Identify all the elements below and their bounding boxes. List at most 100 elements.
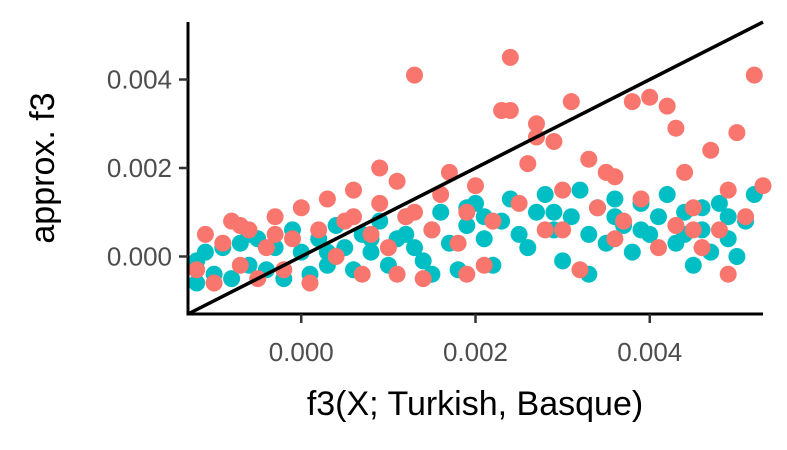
data-point-series-2 [545, 133, 563, 150]
data-point-series-2 [623, 93, 641, 111]
data-point-series-2 [501, 48, 519, 66]
data-point-series-1 [432, 203, 450, 221]
data-point-series-2 [484, 212, 502, 230]
data-point-series-2 [371, 194, 389, 212]
x-tick-label: 0.000 [269, 337, 334, 367]
data-point-series-2 [327, 248, 345, 265]
y-tick-label: 0.000 [107, 241, 172, 271]
x-axis-ticks: 0.000 0.002 0.004 [269, 314, 682, 367]
y-tick-label: 0.002 [107, 153, 172, 183]
data-point-series-1 [397, 225, 415, 243]
data-point-series-2 [754, 177, 772, 195]
data-point-series-2 [580, 150, 598, 168]
data-point-series-2 [205, 274, 223, 292]
data-point-series-1 [658, 186, 676, 203]
data-point-series-1 [684, 256, 702, 274]
data-point-series-2 [310, 221, 328, 239]
data-point-series-2 [362, 225, 380, 243]
data-point-series-2 [371, 159, 389, 177]
data-point-series-2 [710, 221, 728, 239]
data-point-series-2 [528, 115, 545, 133]
data-point-series-2 [449, 234, 467, 252]
data-point-series-2 [406, 66, 423, 84]
data-point-series-2 [458, 265, 476, 283]
y-axis-ticks: 0.000 0.002 0.004 [107, 65, 188, 271]
data-point-series-2 [475, 256, 493, 274]
data-point-series-2 [641, 88, 659, 106]
data-point-series-1 [536, 186, 554, 203]
data-point-series-2 [737, 208, 755, 226]
data-point-series-1 [562, 208, 580, 226]
points-layer [188, 48, 772, 292]
data-point-series-2 [554, 181, 572, 199]
data-point-series-2 [188, 261, 206, 279]
y-axis-title: approx. f3 [24, 92, 62, 243]
data-point-series-1 [292, 243, 310, 261]
data-point-series-2 [423, 221, 441, 239]
data-point-series-2 [388, 172, 406, 190]
data-point-series-2 [266, 208, 284, 226]
data-point-series-1 [623, 243, 641, 261]
data-point-series-2 [440, 163, 458, 181]
data-point-series-2 [301, 274, 319, 292]
data-point-series-1 [580, 225, 598, 243]
data-point-series-2 [318, 190, 336, 208]
data-point-series-1 [554, 252, 572, 270]
data-point-series-2 [693, 239, 711, 257]
data-point-series-1 [458, 217, 476, 234]
data-point-series-2 [536, 221, 554, 239]
data-point-series-2 [702, 141, 720, 159]
data-point-series-2 [406, 203, 423, 221]
x-tick-label: 0.004 [617, 337, 682, 367]
data-point-series-2 [458, 203, 476, 221]
data-point-series-2 [284, 230, 301, 248]
data-point-series-2 [719, 265, 737, 283]
data-point-series-2 [257, 239, 275, 257]
data-point-series-1 [519, 239, 537, 257]
data-point-series-2 [292, 199, 310, 217]
data-point-series-2 [728, 124, 746, 142]
data-point-series-2 [615, 212, 633, 230]
data-point-series-1 [362, 243, 380, 261]
data-point-series-1 [510, 225, 528, 243]
data-point-series-2 [345, 208, 362, 226]
data-point-series-2 [231, 256, 249, 274]
data-point-series-1 [414, 252, 432, 270]
data-point-series-2 [684, 221, 702, 239]
data-point-series-2 [571, 261, 589, 279]
data-point-series-1 [632, 221, 650, 239]
data-point-series-2 [658, 97, 676, 115]
data-point-series-2 [606, 230, 624, 248]
data-point-series-1 [571, 181, 589, 199]
data-point-series-2 [432, 186, 450, 203]
data-point-series-2 [214, 234, 232, 252]
data-point-series-2 [745, 66, 763, 84]
data-point-series-1 [406, 239, 423, 257]
x-tick-label: 0.002 [443, 337, 508, 367]
data-point-series-2 [606, 168, 624, 186]
data-point-series-2 [684, 199, 702, 217]
data-point-series-1 [188, 274, 206, 292]
data-point-series-2 [632, 190, 650, 208]
data-point-series-1 [710, 194, 728, 212]
data-point-series-2 [388, 265, 406, 283]
data-point-series-2 [562, 93, 580, 111]
data-point-series-2 [589, 199, 606, 217]
data-point-series-2 [353, 265, 371, 283]
data-point-series-1 [728, 248, 746, 265]
data-point-series-1 [223, 270, 241, 288]
data-point-series-2 [231, 217, 249, 234]
data-point-series-2 [467, 177, 484, 195]
data-point-series-2 [379, 239, 397, 257]
data-point-series-1 [606, 190, 624, 208]
data-point-series-2 [414, 270, 432, 288]
identity-reference-line [187, 20, 764, 316]
data-point-series-1 [650, 208, 667, 226]
data-point-series-2 [196, 225, 214, 243]
data-point-series-2 [667, 217, 685, 234]
data-point-series-1 [719, 208, 737, 226]
data-point-series-2 [667, 119, 685, 137]
data-point-series-2 [676, 163, 694, 181]
data-point-series-2 [266, 225, 284, 243]
